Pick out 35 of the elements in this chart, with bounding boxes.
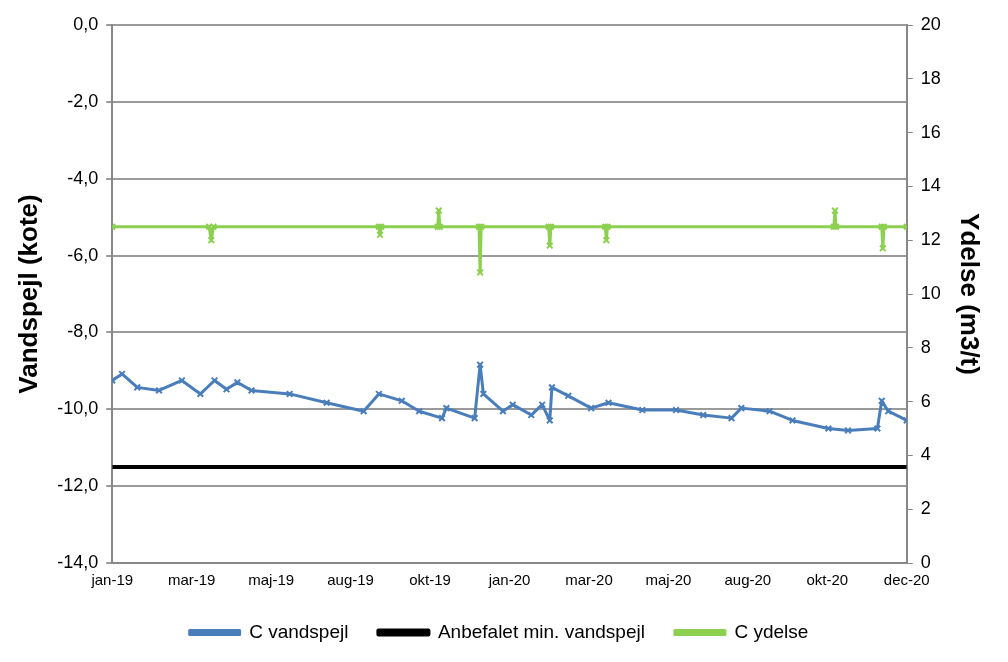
x-tick-label: okt-20 — [806, 571, 849, 589]
x-tick-label: dec-20 — [883, 571, 930, 589]
y-tick-label: -10,0 — [57, 398, 99, 419]
y-tick-label: -6,0 — [67, 244, 99, 265]
x-tick-label: maj-20 — [645, 571, 692, 589]
legend-label: C ydelse — [734, 620, 809, 642]
y-tick-label: -2,0 — [67, 90, 99, 111]
y-tick-label: -12,0 — [57, 475, 99, 496]
y2-axis-title: Ydelse (m3/t) — [955, 213, 986, 375]
x-tick-label: jan-19 — [90, 571, 134, 589]
y2-tick-label: 10 — [920, 282, 941, 303]
y2-tick-label: 0 — [920, 551, 931, 572]
x-tick-label: maj-19 — [248, 571, 295, 589]
y2-tick-label: 4 — [920, 444, 931, 465]
y-tick-label: -8,0 — [67, 321, 99, 342]
x-tick-label: aug-19 — [327, 571, 374, 589]
y-axis-title: Vandspejl (kote) — [12, 194, 43, 394]
y-tick-label: -4,0 — [67, 167, 99, 188]
y2-tick-label: 8 — [920, 336, 931, 357]
x-tick-label: okt-19 — [409, 571, 451, 589]
legend-label: Anbefalet min. vandspejl — [437, 620, 645, 642]
y2-tick-label: 16 — [920, 121, 941, 142]
x-tick-label: aug-20 — [724, 571, 772, 589]
y2-tick-label: 14 — [920, 175, 941, 196]
y2-tick-label: 6 — [920, 390, 931, 411]
y-tick-label: 0,0 — [73, 13, 99, 34]
y2-tick-label: 18 — [920, 67, 941, 88]
x-tick-label: jan-20 — [487, 571, 531, 589]
legend-label: C vandspejl — [249, 620, 349, 642]
x-tick-label: mar-20 — [565, 571, 613, 589]
y2-tick-label: 2 — [920, 498, 931, 519]
x-tick-label: mar-19 — [167, 571, 216, 589]
y2-tick-label: 20 — [920, 13, 941, 34]
y2-tick-label: 12 — [920, 229, 941, 250]
y-tick-label: -14,0 — [57, 551, 99, 572]
